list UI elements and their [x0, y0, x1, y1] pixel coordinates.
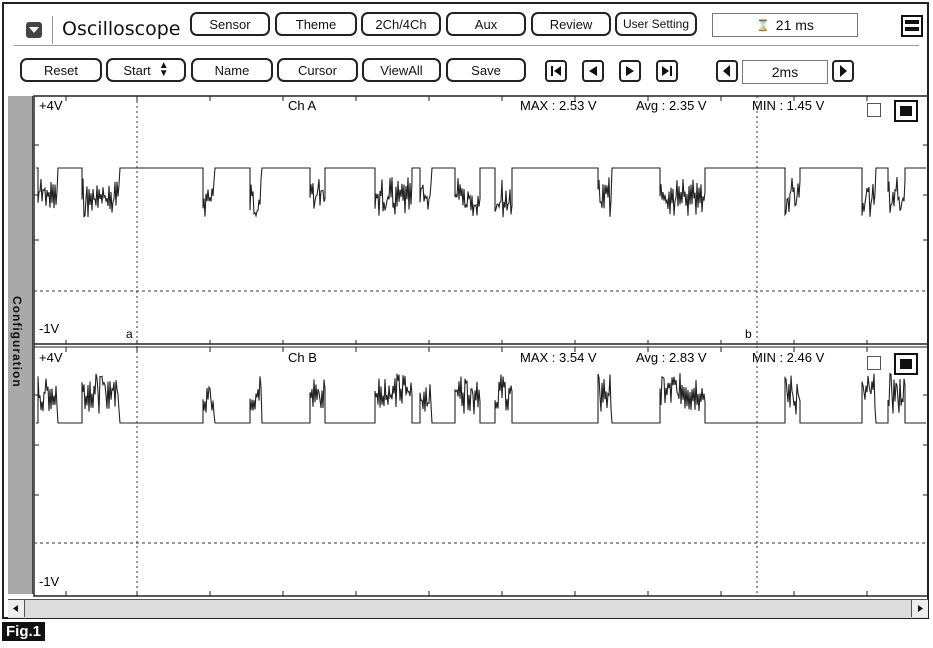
- save-button[interactable]: Save: [446, 58, 526, 82]
- scroll-left-button[interactable]: [8, 600, 25, 617]
- time-readout: ⌛ 21 ms: [712, 13, 858, 37]
- user-setting-button[interactable]: User Setting: [615, 12, 697, 36]
- aux-button[interactable]: Aux: [446, 12, 526, 36]
- time-div-field[interactable]: 2ms: [742, 60, 828, 84]
- chb-avg: Avg : 2.83 V: [636, 350, 707, 365]
- time-readout-value: 21 ms: [775, 17, 814, 33]
- cha-checkbox[interactable]: [867, 103, 881, 117]
- first-frame-button[interactable]: [545, 60, 567, 82]
- scroll-right-button[interactable]: [911, 600, 928, 617]
- chb-checkbox[interactable]: [867, 356, 881, 370]
- cursor-a-label: a: [126, 327, 133, 341]
- scroll-left-icon: [13, 605, 18, 612]
- time-decrease-button[interactable]: [716, 60, 738, 82]
- cha-bottom-label: -1V: [39, 321, 60, 336]
- channel-mode-button[interactable]: 2Ch/4Ch: [361, 12, 441, 36]
- play-icon: [626, 66, 634, 76]
- scroll-right-icon: [918, 605, 923, 612]
- toolbar-divider: [14, 45, 919, 46]
- sensor-button[interactable]: Sensor: [190, 12, 270, 36]
- chb-top-label: +4V: [39, 350, 63, 365]
- skip-end-icon: [662, 66, 672, 76]
- skip-start-icon: [551, 66, 561, 76]
- viewall-button[interactable]: ViewAll: [362, 58, 441, 82]
- prev-frame-button[interactable]: [582, 60, 604, 82]
- chb-color-swatch[interactable]: [894, 353, 918, 375]
- separator: [52, 16, 53, 44]
- time-increase-button[interactable]: [832, 60, 854, 82]
- play-back-icon: [589, 66, 597, 76]
- arrow-left-icon: [723, 65, 730, 77]
- sidebar-label: Configuration: [10, 296, 24, 388]
- hourglass-icon: ⌛: [756, 19, 770, 32]
- spinner-icon: ▲ ▼: [158, 60, 169, 79]
- start-label: Start: [123, 62, 151, 78]
- review-button[interactable]: Review: [531, 12, 611, 36]
- cha-avg: Avg : 2.35 V: [636, 98, 707, 113]
- chb-max: MAX : 3.54 V: [520, 350, 597, 365]
- cursor-button[interactable]: Cursor: [277, 58, 358, 82]
- arrow-right-icon: [840, 65, 847, 77]
- cha-name: Ch A: [288, 98, 317, 113]
- reset-button[interactable]: Reset: [20, 58, 102, 82]
- configuration-sidebar[interactable]: Configuration: [8, 96, 33, 594]
- last-frame-button[interactable]: [656, 60, 678, 82]
- menu-icon[interactable]: [26, 22, 42, 38]
- app-title: Oscilloscope: [62, 18, 181, 40]
- chb-min: MIN : 2.46 V: [752, 350, 825, 365]
- start-button[interactable]: Start ▲ ▼: [106, 58, 186, 82]
- cha-max: MAX : 2.53 V: [520, 98, 597, 113]
- chb-name: Ch B: [288, 350, 317, 365]
- next-frame-button[interactable]: [619, 60, 641, 82]
- cha-color-swatch[interactable]: [894, 100, 918, 122]
- name-button[interactable]: Name: [191, 58, 273, 82]
- cha-top-label: +4V: [39, 98, 63, 113]
- horizontal-scrollbar[interactable]: [8, 599, 928, 618]
- cursor-b-label: b: [745, 327, 752, 341]
- window-icon[interactable]: [901, 15, 923, 37]
- app-window: [2, 2, 929, 619]
- chb-bottom-label: -1V: [39, 574, 60, 589]
- theme-button[interactable]: Theme: [275, 12, 357, 36]
- cha-min: MIN : 1.45 V: [752, 98, 825, 113]
- figure-label: Fig.1: [2, 622, 46, 641]
